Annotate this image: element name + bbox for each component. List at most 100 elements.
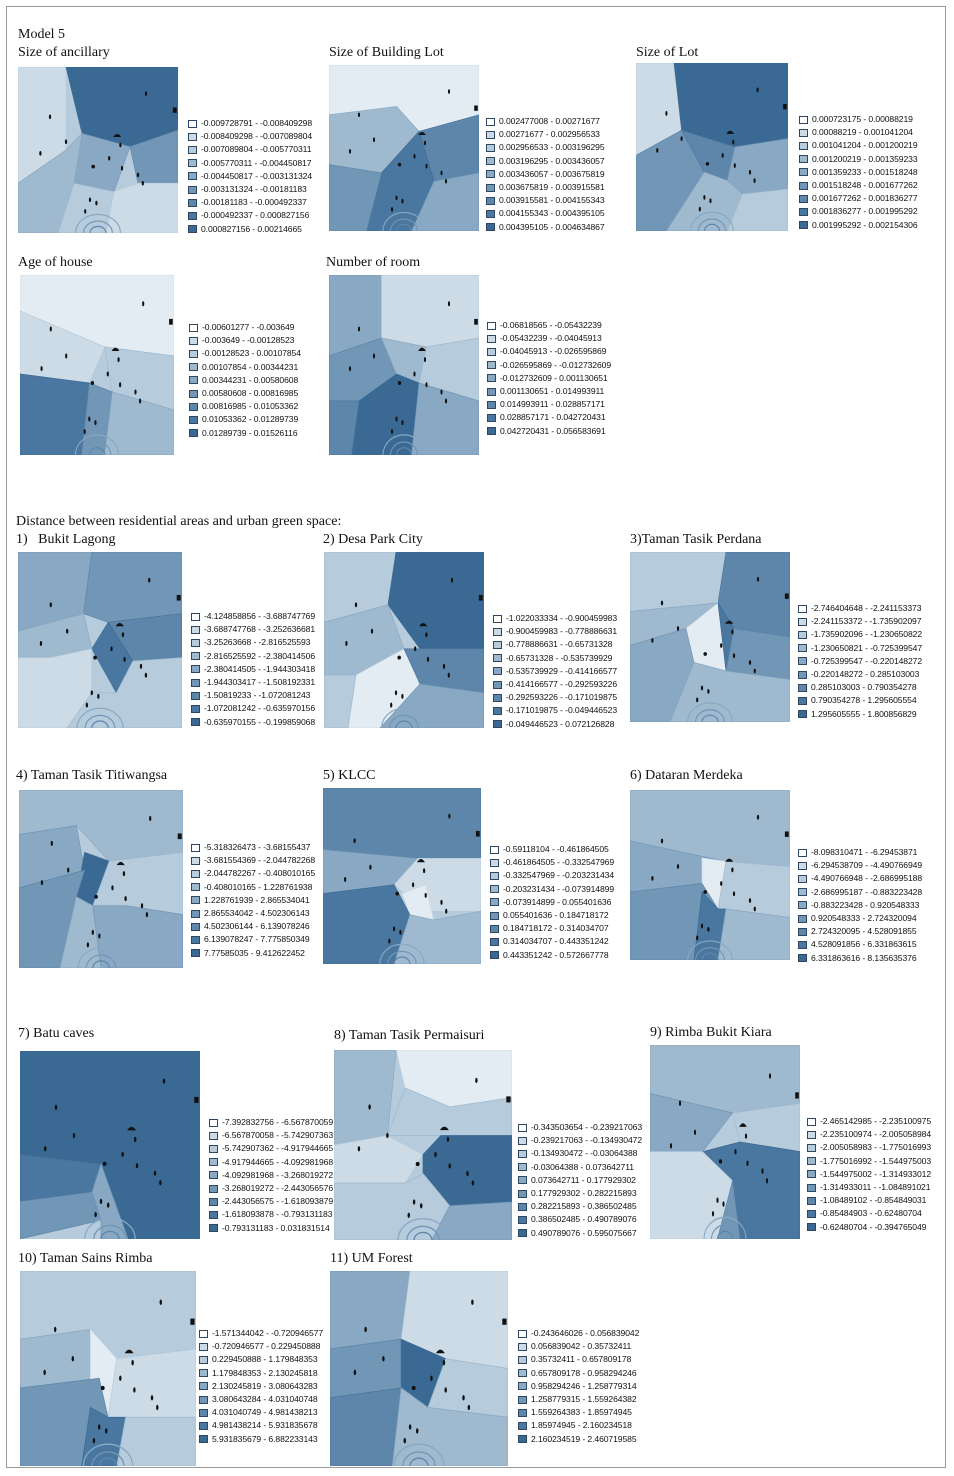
legend-label: 0.314034707 - 0.443351242 — [503, 936, 609, 947]
park-marker — [418, 131, 426, 136]
site-point — [121, 632, 125, 638]
legend-swatch — [798, 914, 807, 923]
contour-ring — [695, 947, 725, 960]
site-point — [761, 1168, 764, 1174]
contour-ring — [413, 1231, 433, 1240]
legend-swatch — [487, 361, 496, 370]
legend-label: 0.00580608 - 0.00816985 — [202, 387, 299, 398]
choropleth-map — [636, 63, 788, 231]
site-point — [100, 1385, 105, 1391]
legend-swatch — [486, 117, 495, 126]
legend-label: 2.865534042 - 4.502306143 — [204, 907, 310, 918]
legend-swatch — [199, 1435, 208, 1444]
legend-label: 1.179848353 - 2.130245818 — [212, 1367, 318, 1378]
site-point — [411, 882, 415, 888]
contour-ring — [382, 434, 426, 455]
legend-label: -2.005058983 - -1.775016993 — [820, 1142, 932, 1153]
legend-swatch — [798, 940, 807, 949]
panel-title: 8) Taman Tasik Permaisuri — [334, 1028, 485, 1043]
map-region-5 — [104, 391, 174, 455]
legend-swatch — [493, 693, 502, 702]
site-point — [64, 139, 68, 145]
contour-ring — [74, 434, 120, 455]
site-point — [48, 114, 52, 120]
legend-swatch — [799, 115, 808, 124]
legend-label: 0.00816985 - 0.01053362 — [202, 401, 299, 412]
legend-label: -0.008409298 - -0.007089804 — [201, 131, 313, 142]
site-point — [149, 815, 152, 821]
legend-swatch — [209, 1171, 218, 1180]
legend-swatch — [191, 691, 200, 700]
legend-swatch — [518, 1202, 527, 1211]
contour-ring — [85, 954, 117, 968]
legend-swatch — [798, 630, 807, 639]
edge-marker — [474, 105, 478, 111]
map-region-6 — [431, 1201, 512, 1240]
contour-ring — [83, 220, 113, 233]
site-point — [696, 935, 699, 941]
contour-ring — [84, 714, 116, 728]
legend-label: 4.031040749 - 4.981438213 — [212, 1407, 318, 1418]
panel-title: 11) UM Forest — [330, 1251, 413, 1266]
site-point — [348, 148, 352, 154]
site-point — [91, 929, 94, 935]
site-point — [49, 602, 52, 608]
map-region-2 — [104, 346, 174, 411]
site-point — [721, 153, 724, 158]
legend-swatch — [798, 617, 807, 626]
site-point — [119, 1375, 122, 1381]
section-title-distance: Distance between residential areas and u… — [16, 514, 342, 529]
legend-swatch — [199, 1421, 208, 1430]
contour-ring — [91, 720, 109, 728]
legend-swatch — [199, 1382, 208, 1391]
site-point — [131, 1359, 134, 1366]
legend-label: 3.080643284 - 4.031040748 — [212, 1393, 318, 1404]
park-marker — [439, 1126, 449, 1131]
site-point — [395, 891, 399, 896]
contour-ring — [703, 1216, 747, 1239]
legend-swatch — [518, 1163, 527, 1172]
legend-swatch — [493, 640, 502, 649]
site-point — [144, 672, 148, 678]
legend-swatch — [518, 1229, 527, 1238]
site-point — [415, 1161, 420, 1167]
contour-ring — [695, 709, 725, 722]
contour-ring — [379, 943, 425, 964]
legend-label: -2.443056575 - -1.618093879 — [222, 1196, 334, 1207]
site-point — [91, 164, 95, 169]
legend-label: 1.228761939 - 2.865534041 — [204, 894, 310, 905]
legend-label: -0.62480704 - -0.394765049 — [820, 1221, 927, 1232]
legend-swatch — [199, 1408, 208, 1417]
site-point — [50, 840, 53, 846]
legend-swatch — [487, 427, 496, 436]
site-point — [88, 416, 91, 422]
park-marker — [739, 1123, 747, 1127]
contour-ring — [98, 1457, 118, 1466]
legend-label: 4.502306144 - 6.139078246 — [204, 921, 310, 932]
legend-swatch — [518, 1149, 527, 1158]
legend-label: 0.282215893 - 0.386502485 — [531, 1201, 637, 1212]
legend-label: 0.00344231 - 0.00580608 — [202, 374, 299, 385]
site-point — [397, 162, 402, 167]
site-point — [425, 632, 428, 638]
legend-label: 4.981438214 - 5.931835678 — [212, 1420, 318, 1431]
site-point — [40, 366, 43, 372]
legend-swatch — [518, 1189, 527, 1198]
legend-swatch — [798, 657, 807, 666]
site-point — [413, 153, 416, 159]
site-point — [390, 429, 394, 435]
site-point — [144, 91, 148, 96]
legend-label: 0.958294246 - 1.258779314 — [531, 1380, 637, 1391]
legend-label: -4.124858856 - -3.688747769 — [204, 611, 316, 621]
legend-swatch — [189, 336, 198, 345]
contour-ring — [389, 714, 419, 728]
panel-title: 9) Rimba Bukit Kiara — [650, 1025, 772, 1040]
site-point — [345, 641, 348, 646]
legend-label: 0.001041204 - 0.001200219 — [812, 140, 918, 151]
site-point — [382, 1356, 385, 1362]
choropleth-map — [18, 552, 182, 728]
model-label: Model 5 — [18, 27, 66, 42]
contour-ring — [409, 1457, 429, 1466]
panel-title: 4) Taman Tasik Titiwangsa — [16, 768, 168, 783]
site-point — [43, 1146, 47, 1152]
